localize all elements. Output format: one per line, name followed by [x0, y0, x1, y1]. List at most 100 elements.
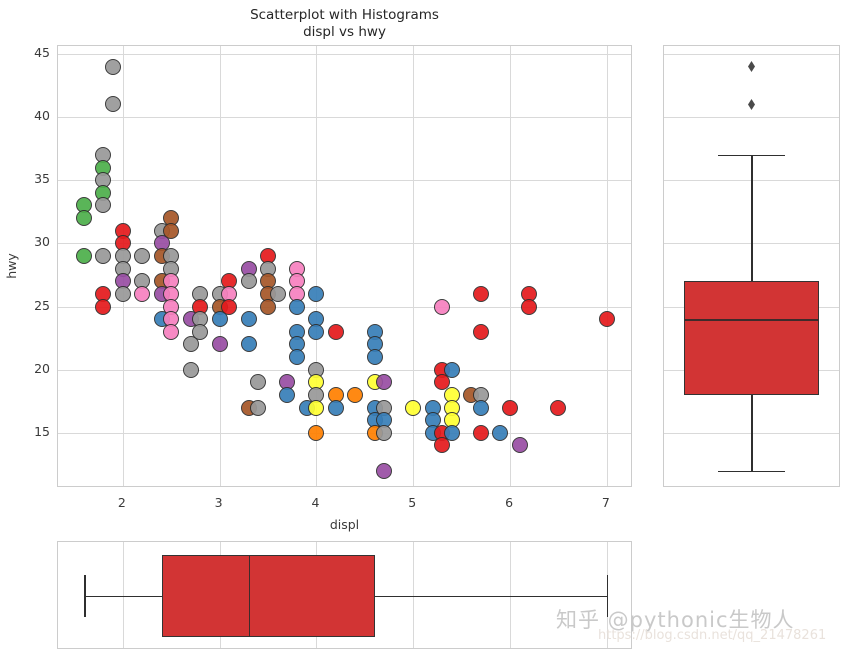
y-tick-label: 15 [34, 423, 50, 439]
scatter-point [473, 285, 490, 302]
y-gridline [58, 306, 631, 308]
scatter-point [434, 298, 451, 315]
upper-whisker-line [751, 154, 753, 282]
scatter-point [511, 437, 528, 454]
scatter-point [443, 361, 460, 378]
y-tick-label: 30 [34, 234, 50, 250]
scatter-point [95, 248, 112, 264]
right-whisker-line [374, 596, 607, 598]
y-tick-label: 45 [34, 44, 50, 60]
left-whisker-cap [84, 575, 86, 617]
right-whisker-cap [606, 575, 609, 617]
scatter-point [211, 311, 228, 328]
scatter-point [182, 361, 199, 378]
scatter-point [211, 336, 228, 353]
scatter-point [434, 374, 451, 391]
left-whisker-line [84, 596, 162, 598]
lower-whisker-cap [717, 470, 785, 473]
x-gridline [413, 542, 415, 648]
scatter-point [366, 349, 383, 366]
y-gridline [58, 243, 631, 245]
scatter-point [279, 386, 296, 403]
y-gridline [664, 53, 839, 55]
scatter-point [95, 298, 112, 315]
scatter-point [327, 323, 344, 340]
bottom-boxplot-panel [57, 541, 632, 649]
x-gridline [510, 542, 512, 648]
scatter-point [443, 424, 460, 441]
x-gridline [122, 542, 124, 648]
scatter-point [240, 336, 257, 353]
y-gridline [58, 432, 631, 434]
scatter-point [376, 424, 393, 441]
scatter-point [376, 462, 393, 479]
upper-whisker-cap [717, 154, 785, 157]
scatter-point [192, 323, 209, 340]
lower-whisker-line [751, 394, 753, 471]
box-hwy [684, 281, 820, 395]
scatter-point [308, 285, 325, 302]
scatter-point [105, 96, 122, 113]
x-axis-label: displ [329, 517, 360, 532]
y-tick-label: 20 [34, 360, 50, 376]
x-tick-label: 4 [311, 495, 320, 510]
scatter-point [289, 298, 306, 315]
median-line-hwy [684, 319, 820, 321]
scatter-point [221, 298, 238, 315]
x-tick-label: 2 [117, 495, 126, 510]
scatter-point [521, 298, 538, 315]
scatter-point [240, 311, 257, 328]
x-tick-label: 6 [505, 495, 514, 510]
scatter-point [308, 323, 325, 340]
scatter-point [405, 399, 422, 416]
x-tick-label: 3 [214, 495, 223, 510]
scatter-point [473, 424, 490, 441]
scatter-panel [57, 45, 632, 487]
x-gridline [413, 46, 415, 486]
scatter-point [598, 311, 615, 328]
x-gridline [606, 46, 608, 486]
scatter-point [240, 273, 257, 290]
scatter-point [76, 248, 93, 264]
right-boxplot-panel [663, 45, 840, 487]
x-gridline [510, 46, 512, 486]
scatter-point [250, 399, 267, 416]
watermark-text: 知乎 @pythonic生物人 [556, 608, 795, 632]
box-displ [161, 554, 375, 638]
scatter-point [134, 285, 151, 302]
scatter-point [327, 399, 344, 416]
y-tick-label: 25 [34, 297, 50, 313]
scatter-point [473, 323, 490, 340]
x-gridline [316, 46, 318, 486]
scatter-point [492, 424, 509, 441]
scatter-point [95, 197, 112, 214]
median-line-displ [248, 554, 251, 638]
page-subtitle: displ vs hwy [303, 24, 386, 40]
scatter-point [550, 399, 567, 416]
scatter-point [473, 399, 490, 416]
scatter-point [269, 285, 286, 302]
scatter-point [114, 285, 131, 302]
scatter-point [163, 222, 180, 239]
y-axis-label: hwy [4, 253, 19, 279]
page-title: Scatterplot with Histograms [250, 7, 439, 23]
scatter-point [163, 323, 180, 340]
scatter-point [76, 210, 93, 227]
y-gridline [58, 369, 631, 371]
y-tick-label: 40 [34, 108, 50, 124]
scatter-point [347, 386, 364, 403]
scatter-point [376, 374, 393, 391]
scatter-point [260, 298, 277, 315]
y-gridline [58, 180, 631, 182]
y-gridline [58, 53, 631, 55]
y-gridline [58, 117, 631, 119]
x-tick-label: 5 [408, 495, 417, 510]
scatter-point [289, 349, 306, 366]
x-gridline [219, 46, 221, 486]
scatter-point [308, 424, 325, 441]
scatter-point [105, 58, 122, 75]
scatter-point [250, 374, 267, 391]
watermark-url: https://blog.csdn.net/qq_21478261 [598, 628, 827, 643]
outlier-diamond [747, 61, 755, 73]
